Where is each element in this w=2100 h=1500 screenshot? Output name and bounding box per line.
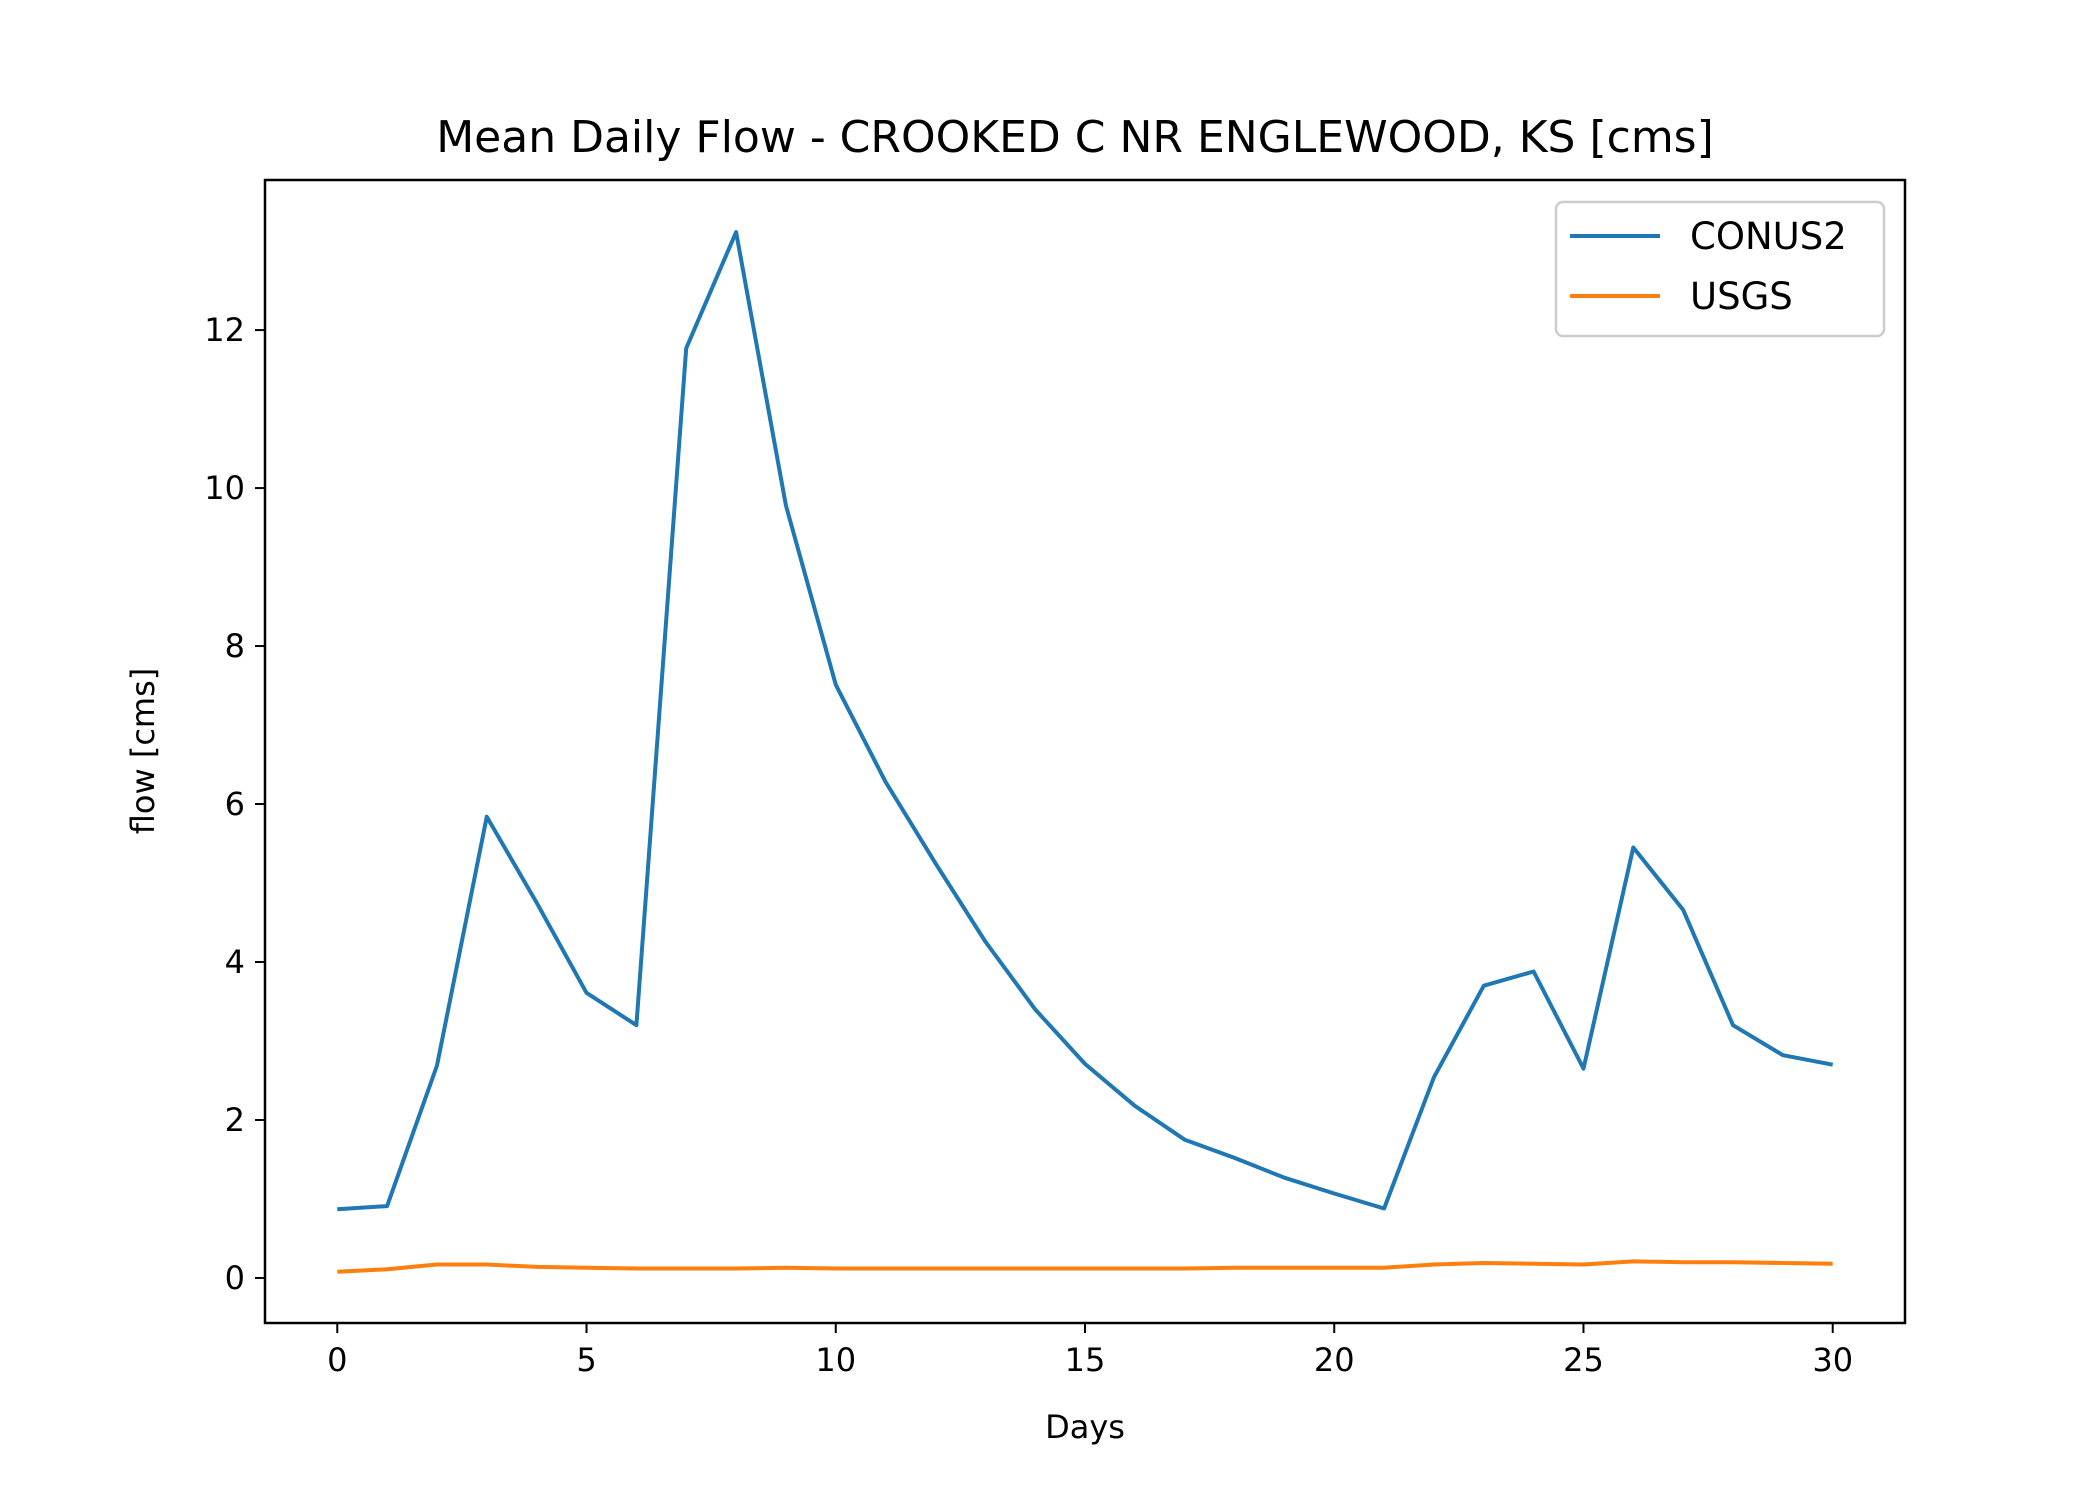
y-ticks: 0 2 4 6 8 10 12 [204,311,265,1297]
y-tick-label: 2 [225,1101,245,1139]
chart-title: Mean Daily Flow - CROOKED C NR ENGLEWOOD… [436,112,1714,163]
legend-label-usgs: USGS [1690,275,1793,318]
legend-label-conus2: CONUS2 [1690,215,1847,258]
x-tick-label: 0 [327,1341,347,1379]
x-tick-label: 25 [1563,1341,1604,1379]
y-tick-label: 6 [225,785,245,823]
plot-lines [337,230,1834,1274]
y-axis-title: flow [cms] [124,668,162,834]
y-tick-label: 10 [204,469,245,507]
legend: CONUS2 USGS [1554,200,1886,338]
y-tick-label: 12 [204,311,245,349]
x-axis-title: Days [1045,1408,1125,1446]
x-ticks: 0 5 10 15 20 25 30 [327,1323,1853,1379]
y-tick-label: 8 [225,627,245,665]
x-tick-label: 20 [1314,1341,1355,1379]
y-tick-label: 0 [225,1259,245,1297]
x-tick-label: 15 [1065,1341,1106,1379]
x-tick-label: 5 [576,1341,596,1379]
x-tick-label: 30 [1812,1341,1853,1379]
x-tick-label: 10 [815,1341,856,1379]
y-tick-label: 4 [225,943,245,981]
